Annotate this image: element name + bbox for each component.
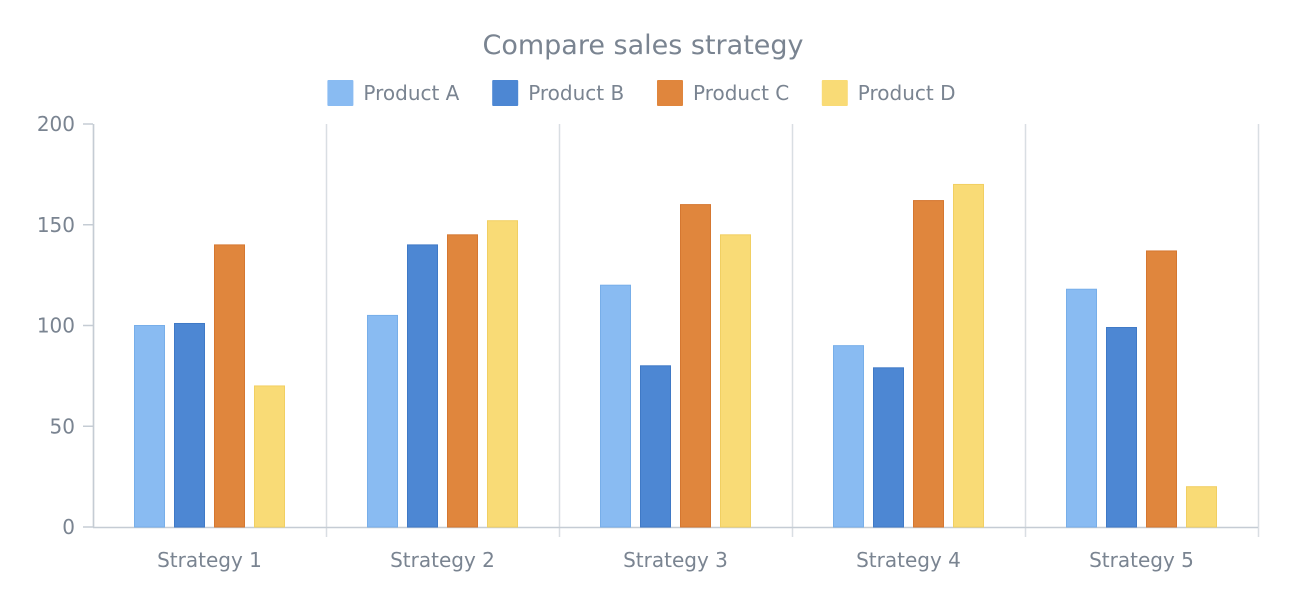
bar-product-d-strategy-5[interactable] — [1186, 486, 1217, 528]
bar-product-d-strategy-4[interactable] — [953, 183, 984, 528]
bar-product-b-strategy-4[interactable] — [873, 367, 904, 528]
bar-product-c-strategy-4[interactable] — [913, 200, 944, 528]
bar-product-a-strategy-4[interactable] — [833, 345, 864, 528]
y-tick-label: 50 — [50, 414, 75, 438]
y-tick-label: 100 — [37, 314, 75, 338]
bar-product-d-strategy-1[interactable] — [254, 385, 285, 528]
bar-product-c-strategy-5[interactable] — [1146, 250, 1177, 528]
legend-swatch — [821, 80, 848, 106]
bars — [134, 183, 1217, 528]
y-tick-label: 150 — [37, 213, 75, 237]
bar-product-d-strategy-3[interactable] — [720, 234, 751, 528]
bar-product-b-strategy-5[interactable] — [1106, 327, 1137, 528]
legend-label[interactable]: Product B — [528, 81, 624, 105]
x-tick-label: Strategy 1 — [157, 548, 262, 572]
bar-product-b-strategy-1[interactable] — [174, 322, 205, 528]
x-tick-label: Strategy 2 — [390, 548, 495, 572]
legend-label[interactable]: Product A — [363, 81, 459, 105]
legend-swatch — [657, 80, 683, 106]
x-tick-label: Strategy 4 — [856, 548, 961, 572]
bar-product-a-strategy-1[interactable] — [134, 325, 165, 528]
x-tick-label: Strategy 5 — [1089, 548, 1194, 572]
y-axis: 0 50 100 150 200 — [37, 112, 95, 539]
bar-product-c-strategy-2[interactable] — [447, 234, 478, 528]
y-tick-label: 0 — [62, 515, 75, 539]
x-tick-label: Strategy 3 — [623, 548, 728, 572]
bar-product-b-strategy-3[interactable] — [640, 365, 671, 528]
chart-title: Compare sales strategy — [482, 30, 803, 61]
legend: Product A Product B Product C Product D — [327, 80, 956, 106]
legend-label[interactable]: Product D — [858, 81, 956, 105]
legend-label[interactable]: Product C — [693, 81, 789, 105]
x-axis: Strategy 1 Strategy 2 Strategy 3 Strategy 4… — [93, 526, 1258, 572]
y-tick-label: 200 — [37, 112, 75, 136]
bar-product-b-strategy-2[interactable] — [407, 244, 438, 528]
bar-product-a-strategy-5[interactable] — [1066, 288, 1097, 528]
bar-product-a-strategy-3[interactable] — [600, 284, 631, 528]
legend-swatch — [327, 80, 354, 106]
bar-product-c-strategy-3[interactable] — [680, 204, 711, 528]
bar-product-d-strategy-2[interactable] — [487, 220, 518, 528]
bar-product-c-strategy-1[interactable] — [214, 244, 245, 528]
bar-product-a-strategy-2[interactable] — [367, 314, 398, 528]
legend-swatch — [492, 80, 519, 106]
